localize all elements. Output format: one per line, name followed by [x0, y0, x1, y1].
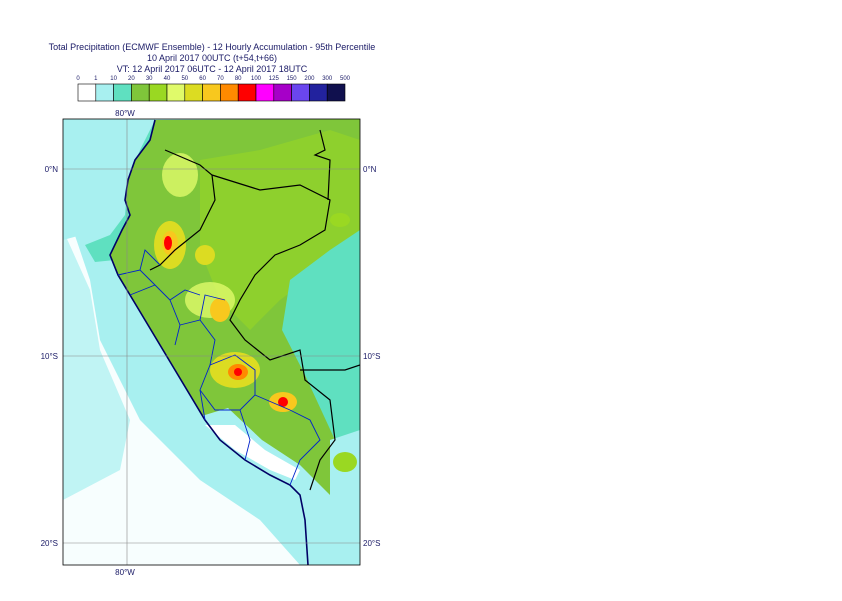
ocean-dry	[63, 200, 300, 565]
lon-label: 80°W	[115, 568, 135, 577]
graticule	[63, 119, 360, 565]
colorbar-box	[309, 83, 328, 102]
colorbar-label: 80	[235, 76, 242, 82]
colorbar-label: 60	[199, 76, 206, 82]
colorbar-label: 0	[76, 76, 80, 82]
colorbar-box	[77, 83, 97, 102]
colorbar-box	[166, 83, 186, 102]
colorbar-box	[113, 83, 132, 102]
colorbar-label: 500	[340, 76, 351, 82]
colorbar-box	[273, 83, 292, 102]
title: Total Precipitation (ECMWF Ensemble) - 1…	[49, 42, 376, 52]
colorbar-label: 125	[269, 76, 280, 82]
colorbar-box	[237, 83, 257, 102]
valid-time: VT: 12 April 2017 06UTC - 12 April 2017 …	[117, 64, 308, 74]
colorbar-box	[220, 83, 239, 102]
colorbar-label: 150	[287, 76, 298, 82]
precip-maxima	[154, 153, 357, 472]
colorbar-label: 50	[181, 76, 188, 82]
borders	[109, 119, 360, 565]
colorbar-label: 70	[217, 76, 224, 82]
lat-label: 0°N	[45, 165, 59, 174]
lon-label: 80°W	[115, 109, 135, 118]
colorbar-label: 100	[251, 76, 262, 82]
colorbar-box	[291, 83, 310, 102]
map-frame	[62, 118, 361, 566]
colorbar-label: 40	[164, 76, 171, 82]
colorbar-box	[131, 83, 150, 102]
lat-label: 20°S	[41, 539, 58, 548]
lat-label: 10°S	[363, 352, 380, 361]
department-borders	[117, 249, 321, 486]
colorbar-box	[255, 83, 275, 102]
colorbar-box	[202, 83, 221, 102]
colorbar-label: 10	[110, 76, 117, 82]
colorbar-box	[326, 83, 346, 102]
map	[63, 119, 360, 565]
lat-label: 0°N	[363, 165, 377, 174]
run-time: 10 April 2017 00UTC (t+54,t+66)	[147, 53, 277, 63]
colorbar-label: 300	[322, 76, 333, 82]
graticule-labels: 80°W 80°W 0°N 0°N 10°S 10°S 20°S 20°S	[41, 109, 381, 577]
colorbar-box	[148, 83, 168, 102]
lat-label: 20°S	[363, 539, 380, 548]
colorbar: 0 1 10 20 30 40 50 60 70 80 100 125 150 200 300 500	[76, 76, 351, 102]
colorbar-box	[184, 83, 203, 102]
colorbar-label: 20	[128, 76, 135, 82]
colorbar-label: 1	[94, 76, 98, 82]
colorbar-label: 200	[304, 76, 315, 82]
lat-label: 10°S	[41, 352, 58, 361]
colorbar-label: 30	[146, 76, 153, 82]
colorbar-box	[95, 83, 114, 102]
